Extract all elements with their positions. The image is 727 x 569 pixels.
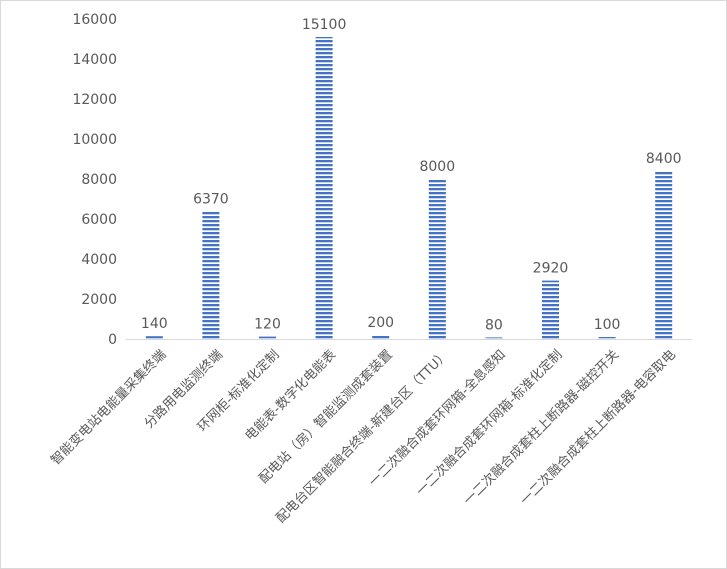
data-label: 2920 (533, 261, 569, 277)
data-label: 8400 (646, 151, 682, 167)
bars (145, 37, 673, 339)
bar (315, 37, 333, 339)
data-labels: 140 6370 120 15100 200 8000 80 2920 100 8400 (141, 17, 682, 333)
y-tick-label: 8000 (81, 172, 117, 188)
data-label: 8000 (419, 159, 455, 175)
bar (259, 336, 276, 339)
bar (372, 335, 390, 339)
x-tick-label: 智能变电站电能量采集终端 (48, 347, 170, 469)
bar (202, 211, 220, 339)
data-label: 15100 (302, 17, 347, 33)
bar (655, 171, 673, 339)
bar (145, 336, 163, 339)
y-tick-label: 0 (108, 332, 117, 348)
data-label: 6370 (193, 192, 229, 208)
bar (598, 337, 616, 339)
data-label: 80 (485, 317, 503, 333)
data-label: 100 (594, 317, 621, 333)
data-label: 120 (254, 317, 281, 333)
y-tick-label: 4000 (81, 252, 117, 268)
y-axis: 0 2000 4000 6000 8000 10000 12000 14000 16000 (72, 12, 117, 348)
bar (542, 280, 559, 339)
x-axis: 智能变电站电能量采集终端分路用电监测终端环网柜-标准化定制电能表-数字化电能表配… (48, 339, 692, 526)
y-tick-label: 2000 (81, 292, 117, 308)
bar (428, 179, 446, 339)
y-tick-label: 12000 (72, 92, 117, 108)
bar (485, 337, 503, 339)
data-label: 140 (141, 316, 168, 332)
y-tick-label: 16000 (72, 12, 117, 28)
y-tick-label: 10000 (72, 132, 117, 148)
data-label: 200 (367, 315, 394, 331)
y-tick-label: 6000 (81, 212, 117, 228)
y-tick-label: 14000 (72, 52, 117, 68)
